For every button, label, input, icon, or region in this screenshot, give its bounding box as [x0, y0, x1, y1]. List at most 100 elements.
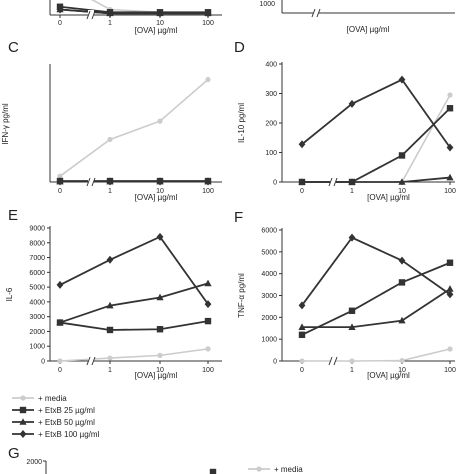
legend-swatch-marker [20, 395, 26, 401]
axis-break-mark [316, 8, 321, 18]
panel-a-point [56, 5, 64, 14]
panel-f-y-tick-label: 2000 [261, 315, 277, 322]
axis-break-mark [86, 10, 91, 20]
panel-c-point [56, 177, 64, 186]
panel-d-series-line [302, 107, 451, 183]
panel-f-series-line [301, 261, 451, 336]
panel-d-y-tick-label: 300 [265, 91, 277, 98]
panel-g-fragment: G 2000 + media [8, 445, 303, 474]
legend-swatch-marker [19, 406, 27, 414]
panel-e-letter: E [8, 207, 18, 224]
panel-d-point [398, 178, 406, 185]
panel-c-x-tick-label: 1 [108, 188, 112, 195]
legend-swatch-marker [19, 430, 27, 438]
axis-break-gap [330, 356, 336, 366]
panel-f-point [348, 323, 356, 330]
panel-e-series-square [56, 317, 212, 334]
panel-f-series-line [302, 348, 451, 362]
panel-d-point [446, 143, 454, 152]
panel-e-y-axis-label: IL-6 [5, 287, 14, 301]
panel-g-point [209, 468, 217, 474]
panel-d-point [446, 105, 454, 112]
panel-e: E 0 1000 2000 3000 4000 5000 6000 7000 8000 9000 0 1… [5, 207, 222, 380]
panel-a-series-line [59, 5, 208, 14]
panel-d-x-tick-label: 1 [350, 188, 354, 195]
panel-e-point [204, 300, 212, 309]
panel-e-series-diamond [56, 232, 212, 309]
panel-f-series-triangle [298, 285, 454, 330]
panel-e-y-tick-label: 5000 [29, 285, 45, 292]
panel-f-series-diamond [298, 233, 454, 310]
panel-e-y-tick-label: 7000 [29, 255, 45, 262]
panel-e-point [204, 279, 212, 287]
axis-break-mark [333, 177, 338, 187]
panel-c-x-tick-label: 100 [202, 188, 214, 195]
panel-c-series-diamond [56, 177, 212, 186]
legend-item: + media [12, 394, 67, 403]
panel-d: D 0 100 200 300 400 0 1 10 100 [OVA] µg/ml IL-10 pg… [234, 39, 456, 202]
axis-break-gap [88, 356, 94, 366]
panel-c-letter: C [8, 39, 19, 56]
panel-d-point [298, 140, 306, 149]
legend-label: + EtxB 100 µg/ml [38, 430, 100, 439]
panel-e-point [106, 301, 114, 309]
panel-f-point [446, 290, 454, 299]
panel-a-series-diamond [56, 5, 212, 18]
axis-break-mark [328, 356, 333, 366]
panel-f-point [398, 279, 406, 286]
axis-break-gap [330, 177, 336, 187]
panel-e-y-tick-label: 0 [41, 359, 45, 366]
panel-b-tick-label: 1000 [259, 1, 275, 8]
panel-f-point [446, 285, 454, 292]
panel-f-letter: F [234, 209, 243, 226]
legend-label: + EtxB 50 µg/ml [38, 418, 95, 427]
axis-break-mark [91, 177, 96, 187]
panel-d-point [447, 92, 453, 98]
panel-e-point [204, 317, 212, 325]
panel-e-series-circle [57, 346, 211, 364]
legend-item: + EtxB 50 µg/ml [12, 418, 95, 427]
panel-d-point [348, 178, 356, 185]
panel-e-y-tick-label: 9000 [29, 226, 45, 233]
panel-f-y-tick-label: 3000 [261, 293, 277, 300]
legend-label: + media [38, 394, 67, 403]
panel-f-x-tick-label: 100 [444, 367, 456, 374]
panel-c-x-tick-label: 0 [58, 188, 62, 195]
panel-g-legend-swatch-marker [256, 466, 262, 472]
panel-a-series-line [59, 8, 208, 15]
panel-e-x-axis-label: [OVA] µg/ml [135, 371, 178, 380]
panel-f-y-axis-label: TNF-α pg/ml [237, 273, 246, 318]
panel-c-x-tick-label: 10 [156, 188, 164, 195]
panel-d-point [446, 173, 454, 181]
panel-c-series-line [59, 78, 209, 177]
panel-a-point [204, 9, 212, 18]
panel-g-legend-label: + media [274, 465, 303, 474]
panel-c-point [57, 173, 63, 179]
panel-c-point [157, 118, 163, 124]
panel-f-point [298, 331, 306, 338]
legend-item: + EtxB 25 µg/ml [12, 406, 95, 415]
panel-f-point [447, 346, 453, 352]
legend: + media + EtxB 25 µg/ml + EtxB 50 µg/ml + E… [12, 394, 100, 439]
panel-f-y-tick-label: 5000 [261, 249, 277, 256]
panel-f-x-axis-label: [OVA] µg/ml [367, 371, 410, 380]
panel-c: C 0 1 10 100 [OVA] µg/ml IFN-γ pg/ml [1, 39, 222, 202]
panel-f-x-tick-label: 10 [398, 367, 406, 374]
panel-a-x-tick-label: 1 [108, 20, 112, 27]
panel-e-y-tick-label: 4000 [29, 299, 45, 306]
panel-d-point [348, 99, 356, 108]
axis-break-mark [86, 356, 91, 366]
panel-f-y-tick-label: 6000 [261, 228, 277, 235]
panel-e-point [106, 255, 114, 264]
panel-e-series-line [59, 282, 209, 324]
panel-e-y-tick-label: 8000 [29, 240, 45, 247]
panel-f-point [349, 358, 355, 364]
panel-e-series-line [59, 235, 209, 305]
axis-break-mark [328, 177, 333, 187]
panel-f-series-square [298, 259, 454, 338]
panel-a: 0 1 10 100 [OVA] µg/ml [49, 0, 222, 35]
panel-e-x-tick-label: 1 [108, 367, 112, 374]
axis-break-gap [313, 8, 319, 18]
panel-e-point [57, 358, 63, 364]
